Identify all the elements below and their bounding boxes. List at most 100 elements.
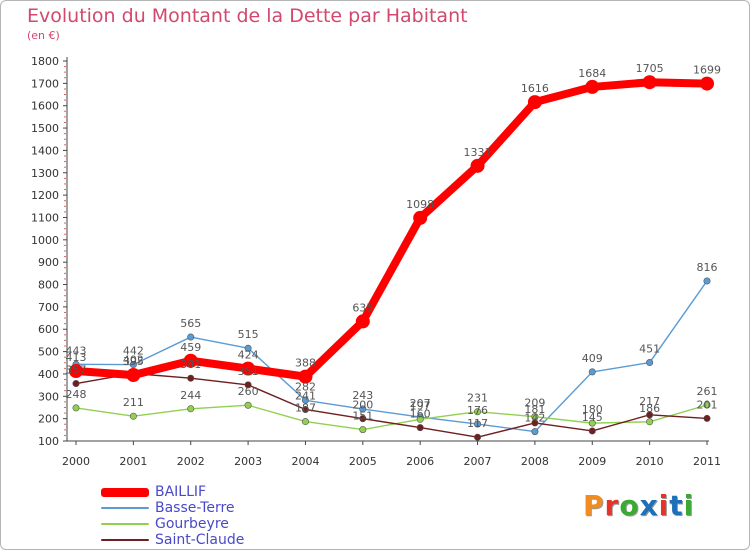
data-label: 515 xyxy=(238,328,259,341)
data-point xyxy=(588,419,596,427)
data-point xyxy=(416,415,424,423)
data-label: 211 xyxy=(123,396,144,409)
data-point xyxy=(244,344,252,352)
data-point xyxy=(474,420,482,428)
data-point xyxy=(413,210,428,225)
data-label: 181 xyxy=(524,403,545,416)
data-point xyxy=(69,364,83,379)
data-point xyxy=(183,353,198,368)
data-label: 1705 xyxy=(636,62,664,75)
data-point xyxy=(298,369,313,384)
data-label: 248 xyxy=(66,388,87,401)
x-tick-label: 2010 xyxy=(636,455,664,468)
data-label: 244 xyxy=(180,389,201,402)
y-tick-label: 900 xyxy=(38,256,59,269)
data-label: 395 xyxy=(123,355,144,368)
legend-item: BAILLIF xyxy=(101,484,244,500)
chart-subtitle: (en €) xyxy=(27,29,60,42)
data-point xyxy=(703,277,711,285)
data-point xyxy=(129,412,137,420)
data-point xyxy=(359,426,367,434)
y-tick-label: 1200 xyxy=(31,189,59,202)
data-point xyxy=(359,415,367,423)
chart-legend: BAILLIF Basse-Terre Gourbeyre Saint-Claude xyxy=(101,484,244,548)
y-tick-label: 600 xyxy=(38,323,59,336)
data-point xyxy=(126,368,141,383)
data-point xyxy=(301,396,309,404)
data-label: 201 xyxy=(697,398,718,411)
data-label: 635 xyxy=(352,301,373,314)
y-tick-label: 1600 xyxy=(31,100,59,113)
x-tick-label: 2011 xyxy=(693,455,721,468)
y-tick-label: 700 xyxy=(38,301,59,314)
data-point xyxy=(588,427,596,435)
data-label: 207 xyxy=(410,397,431,410)
data-point xyxy=(355,314,370,329)
x-tick-label: 2000 xyxy=(62,455,90,468)
data-point xyxy=(703,414,711,422)
data-label: 357 xyxy=(66,364,87,377)
data-label: 351 xyxy=(238,365,259,378)
y-tick-label: 100 xyxy=(38,435,59,448)
data-point xyxy=(129,361,137,369)
data-label: 217 xyxy=(639,395,660,408)
data-point xyxy=(646,411,654,419)
legend-label: BAILLIF xyxy=(155,484,207,500)
data-label: 241 xyxy=(295,389,316,402)
data-label: 816 xyxy=(697,261,718,274)
data-label: 451 xyxy=(639,343,660,356)
data-label: 1616 xyxy=(521,82,549,95)
data-label: 180 xyxy=(582,403,603,416)
series-line-gourbeyre xyxy=(75,404,708,431)
data-label: 1684 xyxy=(578,67,606,80)
y-tick-label: 1400 xyxy=(31,144,59,157)
y-tick-label: 400 xyxy=(38,368,59,381)
data-label: 381 xyxy=(180,358,201,371)
data-label: 409 xyxy=(582,352,603,365)
data-point xyxy=(642,75,657,90)
x-tick-label: 2005 xyxy=(349,455,377,468)
data-label: 186 xyxy=(639,402,660,415)
data-point xyxy=(703,401,711,409)
data-label: 151 xyxy=(352,410,373,423)
data-label: 261 xyxy=(697,385,718,398)
legend-item: Gourbeyre xyxy=(101,516,244,532)
x-tick-label: 2008 xyxy=(521,455,549,468)
legend-label: Saint-Claude xyxy=(155,532,245,548)
data-label: 117 xyxy=(467,417,488,430)
y-tick-label: 300 xyxy=(38,390,59,403)
data-label: 443 xyxy=(66,344,87,357)
legend-swatch xyxy=(101,539,149,541)
x-tick-label: 2004 xyxy=(291,455,319,468)
data-label: 402 xyxy=(123,353,144,366)
data-point xyxy=(359,405,367,413)
data-label: 160 xyxy=(410,408,431,421)
x-tick-label: 2002 xyxy=(177,455,205,468)
y-tick-label: 1500 xyxy=(31,122,59,135)
legend-item: Basse-Terre xyxy=(101,500,244,516)
legend-item: Saint-Claude xyxy=(101,532,244,548)
y-tick-label: 800 xyxy=(38,279,59,292)
y-tick-label: 1300 xyxy=(31,167,59,180)
data-point xyxy=(416,424,424,432)
data-point xyxy=(700,76,714,91)
data-label: 197 xyxy=(410,399,431,412)
y-tick-label: 500 xyxy=(38,346,59,359)
proxiti-logo: Proxiti xyxy=(583,489,695,522)
legend-swatch xyxy=(101,487,149,497)
data-label: 1098 xyxy=(406,198,434,211)
series-line-baillif xyxy=(72,78,711,381)
data-point xyxy=(527,95,542,110)
data-label: 1331 xyxy=(464,146,492,159)
data-point xyxy=(585,79,600,94)
y-tick-label: 1100 xyxy=(31,211,59,224)
data-label: 1699 xyxy=(693,64,721,77)
legend-swatch xyxy=(101,523,149,525)
data-point xyxy=(531,419,539,427)
data-label: 145 xyxy=(582,411,603,424)
x-tick-label: 2009 xyxy=(578,455,606,468)
data-label: 209 xyxy=(524,397,545,410)
data-point xyxy=(531,428,539,436)
series-line-basse-terre xyxy=(75,280,708,433)
